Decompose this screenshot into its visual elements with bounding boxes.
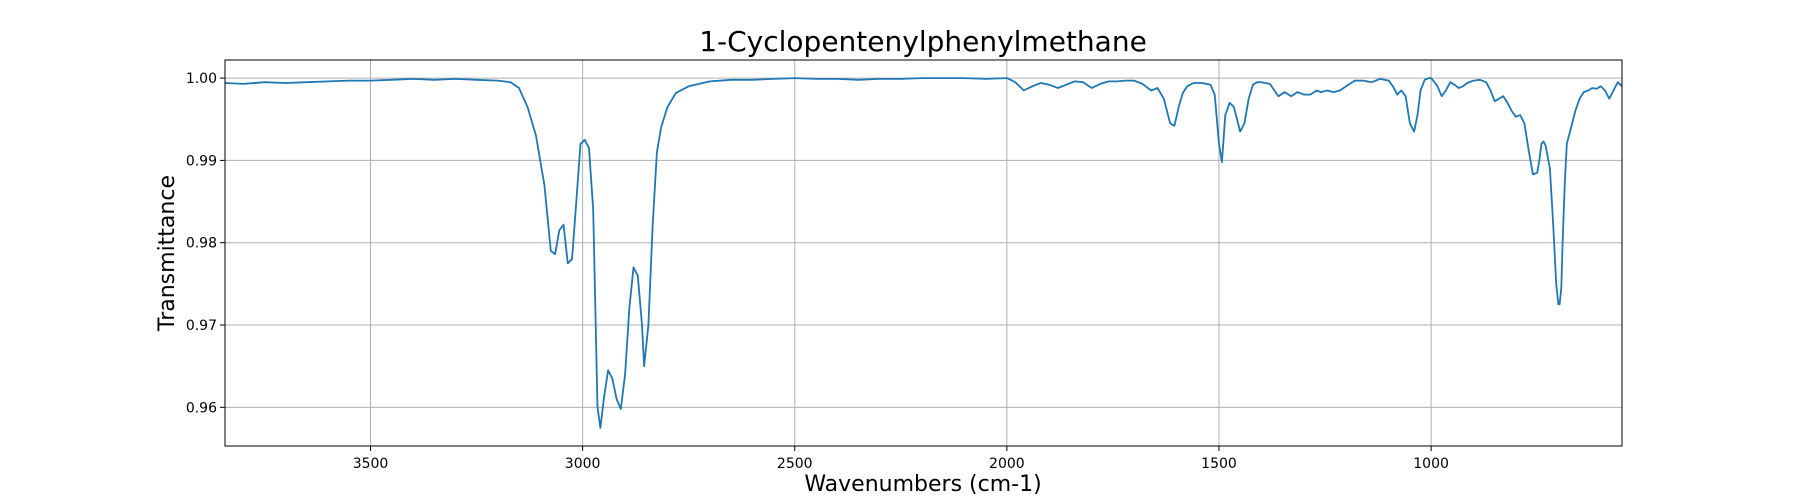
x-tick-label: 2000: [989, 456, 1025, 472]
y-axis-label: Transmittance: [155, 175, 180, 332]
chart-title: 1-Cyclopentenylphenylmethane: [699, 25, 1147, 58]
y-tick-label: 1.00: [186, 71, 217, 87]
x-axis-label: Wavenumbers (cm-1): [804, 472, 1041, 497]
y-tick-label: 0.96: [186, 400, 217, 416]
grid: [225, 60, 1622, 446]
x-tick-label: 2500: [777, 456, 813, 472]
y-tick-label: 0.99: [186, 153, 217, 169]
plot-frame: [224, 59, 1623, 447]
x-tick-label: 1500: [1201, 456, 1237, 472]
y-tick-label: 0.97: [186, 318, 217, 334]
ticks: 3500 3000 2500 2000 1500 1000 0.96 0.97 0.98 0.99…: [186, 71, 1449, 472]
x-tick-label: 3500: [353, 456, 389, 472]
x-tick-label: 3000: [565, 456, 601, 472]
series-layer: [224, 77, 1623, 429]
y-tick-label: 0.98: [186, 236, 217, 252]
spectrum-line: [224, 77, 1623, 429]
x-tick-label: 1000: [1413, 456, 1449, 472]
